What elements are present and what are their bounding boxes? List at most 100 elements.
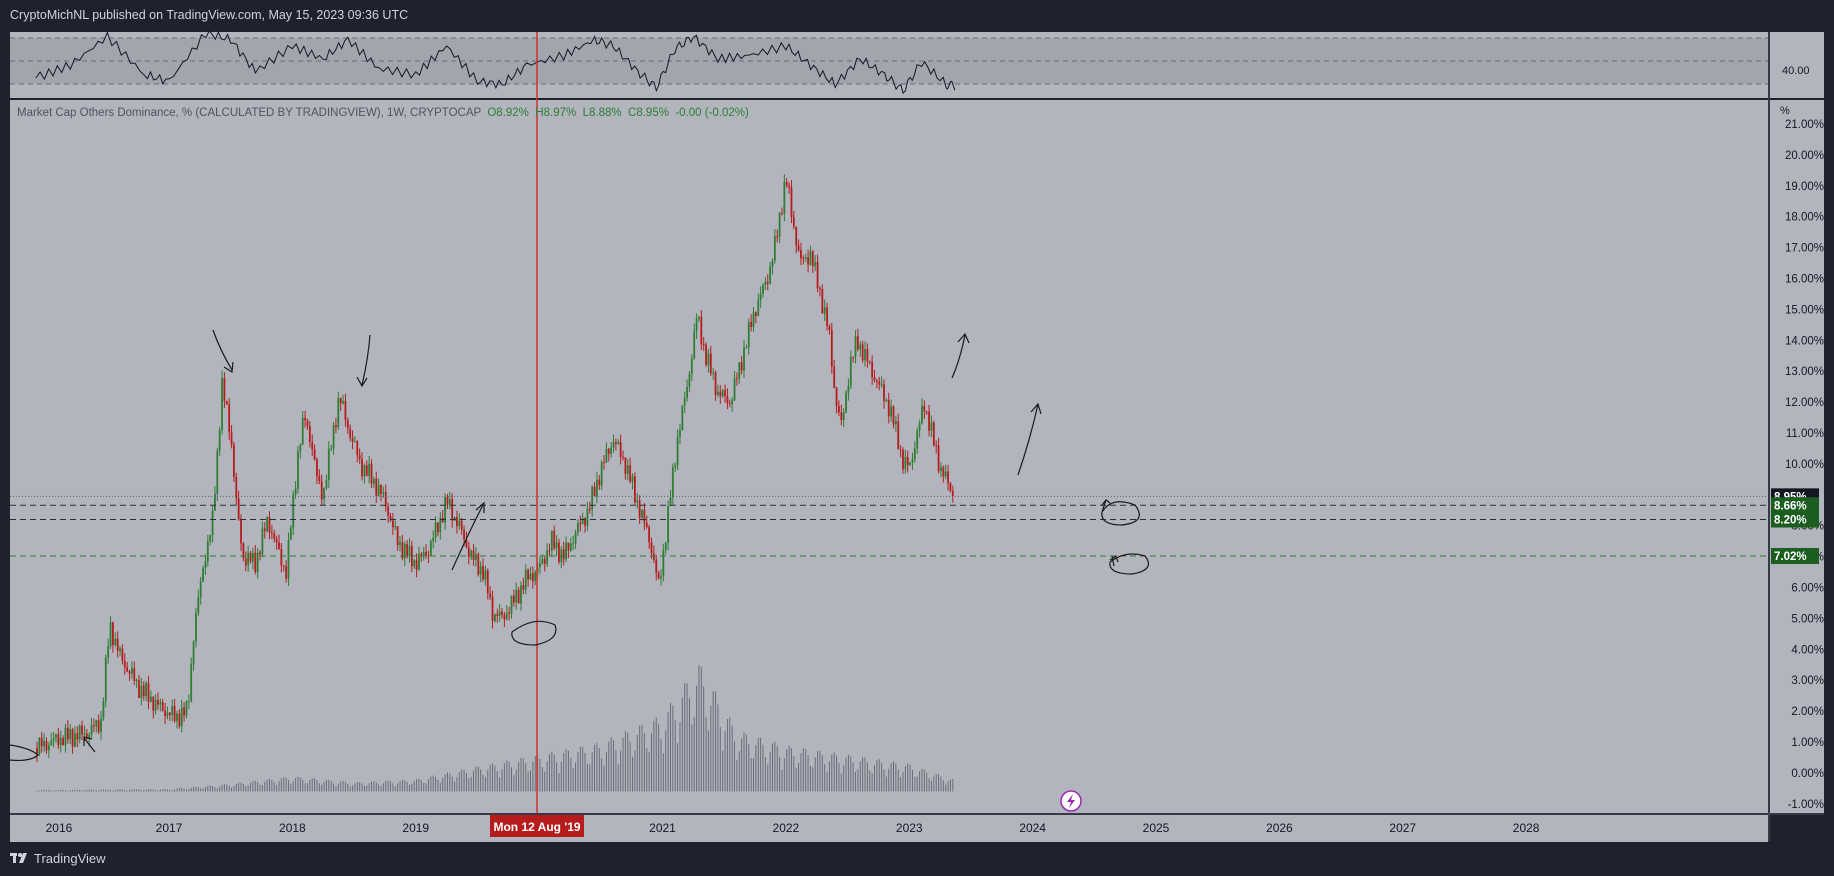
candle-body: [868, 361, 871, 363]
price-label-box-2: [1771, 511, 1819, 528]
candle-body: [270, 532, 273, 534]
candle-body: [88, 734, 91, 739]
candle-body: [228, 404, 231, 433]
arrow-annotation-2017: [212, 329, 234, 374]
candle-body: [133, 668, 136, 681]
candle-body: [470, 550, 473, 557]
candle-body: [93, 725, 95, 727]
candle-body: [840, 412, 843, 421]
price-label-3: 7.02%: [1774, 551, 1807, 563]
candle-body: [681, 405, 684, 431]
candle-body: [928, 411, 930, 431]
candle-body: [745, 347, 748, 349]
candle-body: [778, 213, 781, 237]
candle-body: [579, 523, 582, 525]
candle-body: [539, 563, 541, 568]
candle-body: [235, 476, 238, 499]
price-tick-5: 16.00%: [1785, 274, 1824, 286]
candle-body: [600, 462, 603, 486]
candle-body: [743, 347, 745, 371]
candle-body: [112, 622, 114, 646]
candle-body: [802, 258, 805, 260]
tradingview-logo-icon: [10, 852, 27, 863]
candle-body: [344, 400, 347, 421]
candle-body: [724, 390, 726, 397]
candle-body: [769, 266, 772, 284]
candle-body: [47, 745, 50, 751]
candle-body: [878, 381, 881, 385]
candle-body: [147, 683, 150, 702]
candle-body: [638, 500, 641, 518]
candle-body: [550, 531, 553, 551]
candle-body: [873, 377, 876, 381]
candle-body: [43, 740, 46, 747]
candle-body: [444, 496, 446, 523]
candle-body: [437, 522, 439, 533]
candle-body: [771, 260, 774, 267]
candle-body: [700, 316, 703, 345]
candle-body: [100, 718, 102, 732]
candle-body: [932, 422, 935, 445]
indicator-tick-label: 40.00: [1782, 65, 1810, 77]
candle-body: [949, 483, 952, 491]
candle-body: [114, 638, 117, 646]
candle-body: [128, 671, 131, 674]
candle-body: [562, 549, 565, 560]
candle-body: [161, 702, 164, 711]
candle-body: [465, 539, 468, 548]
candle-body: [633, 476, 636, 503]
candle-body: [173, 706, 176, 721]
candle-body: [301, 417, 304, 445]
candle-body: [577, 523, 579, 533]
candle-body: [902, 450, 904, 470]
candle-body: [45, 740, 48, 751]
candle-body: [242, 543, 245, 559]
candle-body: [610, 447, 613, 454]
candle-body: [671, 467, 674, 498]
candle-body: [166, 712, 169, 717]
candle-body: [707, 353, 710, 365]
candle-body: [679, 430, 681, 437]
candle-body: [515, 589, 518, 603]
candle-body: [399, 542, 401, 545]
price-axis-unit: %: [1780, 105, 1790, 117]
candle-body: [109, 622, 112, 647]
price-tick-14: 6.00%: [1791, 583, 1824, 595]
candle-body: [714, 372, 717, 395]
candle-body: [289, 527, 292, 540]
candle-body: [859, 344, 862, 350]
candle-body: [441, 517, 444, 523]
candle-body: [937, 445, 940, 472]
arrow-annotation-2019: [451, 501, 485, 571]
candle-body: [199, 581, 202, 598]
candle-body: [617, 442, 620, 444]
candle-body: [285, 566, 288, 579]
candle-body: [636, 500, 639, 503]
tradingview-logo[interactable]: TradingView: [10, 851, 106, 866]
candle-body: [887, 399, 890, 417]
candle-body: [693, 331, 696, 359]
candle-body: [475, 554, 477, 560]
candle-body: [762, 284, 764, 294]
candle-body: [484, 570, 487, 580]
candle-body: [78, 725, 81, 740]
candle-body: [909, 462, 912, 466]
candle-body: [773, 236, 776, 261]
candle-body: [318, 476, 321, 482]
candle-body: [351, 438, 354, 442]
candle-body: [297, 451, 299, 489]
candle-body: [574, 532, 577, 544]
price-tick-11: 10.00%: [1785, 459, 1824, 471]
candle-body: [230, 432, 233, 445]
price-tick-8: 13.00%: [1785, 366, 1824, 378]
candle-body: [389, 515, 392, 521]
candle-body: [204, 561, 207, 568]
candle-body: [261, 528, 264, 555]
candle-body: [316, 459, 318, 477]
candle-body: [676, 436, 679, 466]
candle-body: [472, 550, 475, 560]
candle-body: [942, 467, 945, 477]
candle-body: [883, 384, 885, 402]
candle-body: [522, 585, 525, 590]
